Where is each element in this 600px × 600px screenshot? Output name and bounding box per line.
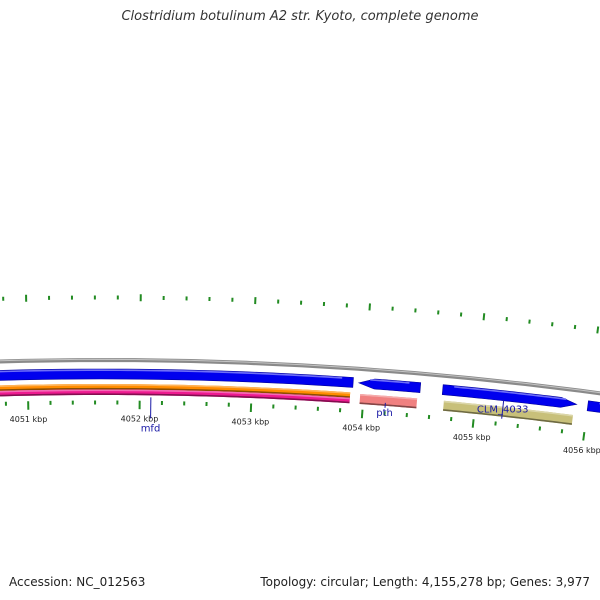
map-title: Clostridium botulinum A2 str. Kyoto, com… (121, 9, 479, 24)
gene-arrow-highlight (370, 379, 410, 384)
feature-band (0, 389, 350, 404)
feature-band (0, 384, 351, 398)
gene-arrow (441, 384, 578, 408)
feature-band-shadow (359, 402, 417, 409)
gene-label-layer: CLM_4029prsAmfdpthCLM_4033CLM_4034 (141, 397, 529, 434)
feature-band (443, 400, 574, 425)
gene-arrow-highlight (0, 369, 343, 379)
gene-label-leader (501, 399, 505, 419)
genome-backbone (0, 358, 600, 396)
feature-track (0, 384, 574, 425)
outer-tick (596, 326, 600, 334)
accession-text: Accession: NC_012563 (9, 575, 146, 589)
feature-band-highlight (443, 400, 574, 417)
backbone-band (0, 358, 600, 396)
ruler-label: 4051 kbp (10, 415, 48, 424)
gene-label: mfd (141, 423, 161, 434)
feature-band-highlight (0, 389, 350, 400)
ruler-tick (360, 409, 364, 419)
feature-band-shadow (443, 409, 572, 425)
gene-arrow-highlight (454, 386, 567, 400)
gene-track (0, 368, 600, 413)
feature-band-shadow (0, 393, 350, 404)
outer-tick (482, 313, 486, 321)
genome-summary-text: Topology: circular; Length: 4,155,278 bp… (260, 575, 590, 589)
ruler-label: 4056 kbp (563, 446, 600, 455)
gene-arrow (586, 400, 600, 413)
ruler-tick (471, 419, 475, 428)
ruler-label: 4052 kbp (121, 415, 159, 424)
feature-band-highlight (360, 394, 418, 400)
feature-band-shadow (0, 387, 350, 398)
gene-label: CLM_4033 (477, 405, 529, 416)
outer-tick-ring (2, 294, 600, 334)
ruler-tick (582, 431, 586, 441)
ruler-label: 4055 kbp (453, 433, 491, 442)
gene-label: pth (376, 408, 393, 419)
ruler-label: 4053 kbp (232, 418, 270, 427)
feature-band-highlight (0, 384, 351, 394)
ruler-label: 4054 kbp (342, 424, 380, 433)
